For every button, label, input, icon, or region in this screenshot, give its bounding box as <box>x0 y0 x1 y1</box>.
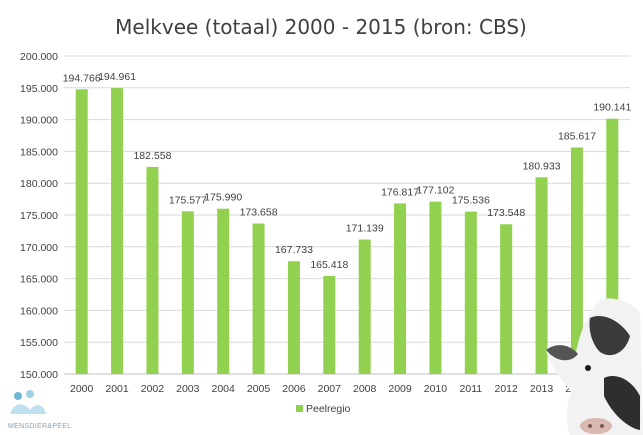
data-label: 180.933 <box>523 160 561 172</box>
data-label: 185.617 <box>558 130 596 142</box>
x-tick-label: 2007 <box>318 383 342 395</box>
bar[interactable] <box>535 177 548 374</box>
x-tick-label: 2001 <box>105 383 129 395</box>
bar[interactable] <box>287 261 300 374</box>
bar[interactable] <box>323 275 336 374</box>
x-tick-label: 2011 <box>460 383 483 395</box>
legend-swatch <box>296 405 303 412</box>
x-axis: 2000 2001 2002 2003 2004 2005 2006 2007 2008 2009… <box>70 383 624 395</box>
data-label: 190.141 <box>593 102 631 114</box>
x-tick-label: 2006 <box>282 383 306 395</box>
y-tick-label: 185.000 <box>20 146 58 158</box>
data-label: 173.658 <box>240 207 278 219</box>
y-tick-label: 165.000 <box>20 274 58 286</box>
y-tick-label: 200.000 <box>20 51 58 63</box>
data-label: 194.961 <box>98 71 136 83</box>
bar[interactable] <box>111 88 124 375</box>
x-tick-label: 2012 <box>495 383 519 395</box>
bar[interactable] <box>464 211 477 374</box>
data-label: 173.548 <box>487 207 525 219</box>
bar[interactable] <box>429 201 442 374</box>
y-tick-label: 160.000 <box>20 305 58 317</box>
x-tick-label: 2013 <box>530 383 554 395</box>
data-label: 175.577 <box>169 194 207 206</box>
x-tick-label: 2000 <box>70 383 94 395</box>
brand-logo: MENSDIER&PEEL <box>8 390 71 430</box>
x-tick-label: 2002 <box>141 383 165 395</box>
x-tick-label: 2010 <box>424 383 448 395</box>
legend[interactable]: Peelregio <box>296 403 351 415</box>
bar[interactable] <box>570 147 583 374</box>
x-tick-label: 2008 <box>353 383 377 395</box>
data-label: 177.102 <box>416 185 454 197</box>
data-label: 167.733 <box>275 244 313 256</box>
data-label: 165.418 <box>310 259 348 271</box>
bar[interactable] <box>146 166 159 374</box>
data-label: 176.817 <box>381 186 419 198</box>
y-tick-label: 150.000 <box>20 369 58 381</box>
bar[interactable] <box>75 89 88 374</box>
data-label: 175.536 <box>452 195 490 207</box>
y-tick-label: 175.000 <box>20 210 58 222</box>
x-tick-label: 2009 <box>388 383 412 395</box>
legend-label: Peelregio <box>306 403 351 415</box>
x-tick-label: 2003 <box>176 383 200 395</box>
bar[interactable] <box>358 239 371 374</box>
y-tick-label: 180.000 <box>20 178 58 190</box>
bar[interactable] <box>181 211 194 374</box>
y-axis: 150.000 155.000 160.000 165.000 170.000 175.0… <box>20 51 58 381</box>
data-label: 194.766 <box>63 72 101 84</box>
bar[interactable] <box>217 208 230 374</box>
x-tick-label: 2005 <box>247 383 271 395</box>
bar-series <box>75 88 619 375</box>
data-label: 182.558 <box>133 150 171 162</box>
y-tick-label: 195.000 <box>20 83 58 95</box>
y-tick-label: 155.000 <box>20 337 58 349</box>
brand-logo-text: MENSDIER&PEEL <box>8 423 71 430</box>
y-tick-label: 190.000 <box>20 115 58 127</box>
chart-title: Melkvee (totaal) 2000 - 2015 (bron: CBS) <box>115 15 527 39</box>
cow-head-icon <box>546 298 643 435</box>
people-logo-icon <box>10 390 46 414</box>
bar[interactable] <box>252 223 265 374</box>
data-label: 175.990 <box>204 192 242 204</box>
x-tick-label: 2004 <box>212 383 236 395</box>
bar[interactable] <box>500 224 513 374</box>
y-tick-label: 170.000 <box>20 242 58 254</box>
bar[interactable] <box>394 203 407 374</box>
data-label: 171.139 <box>346 223 384 235</box>
